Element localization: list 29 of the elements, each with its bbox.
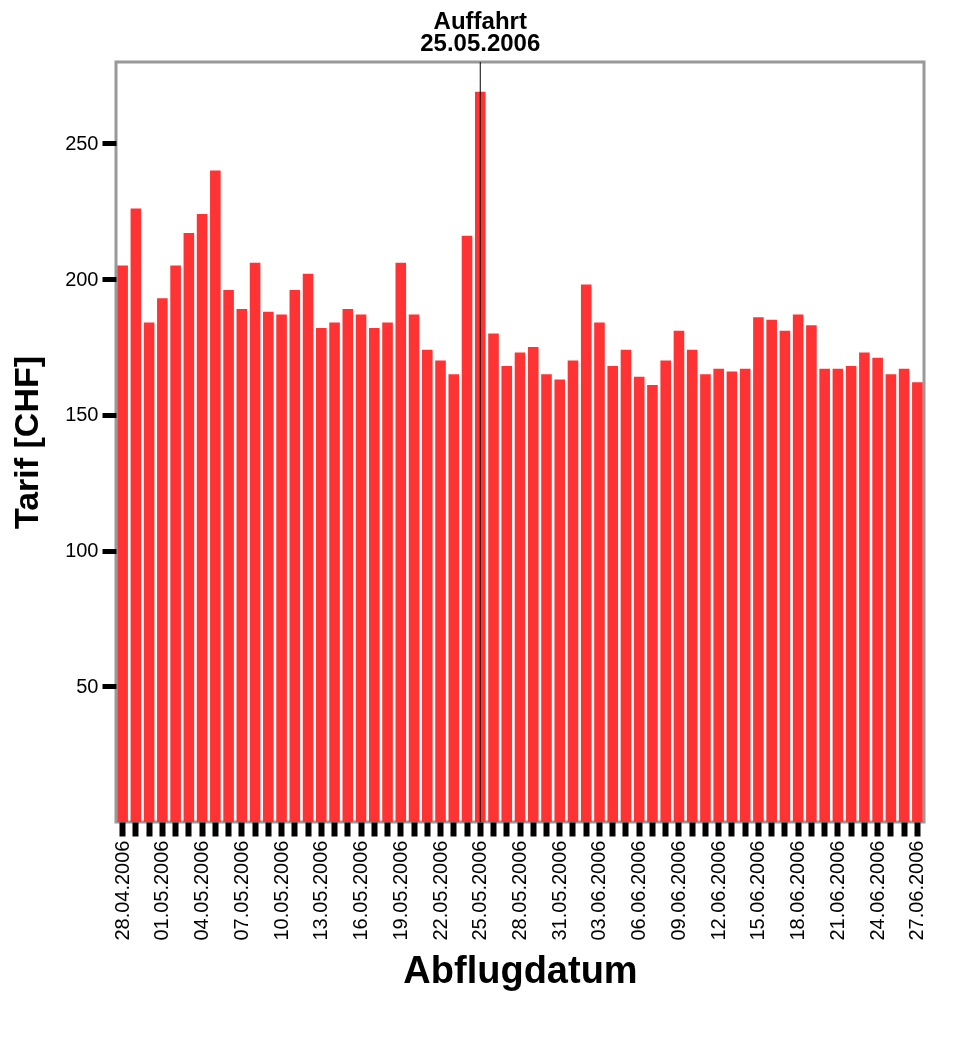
x-tick-label: 06.06.2006 <box>627 840 650 941</box>
x-tick-label: 07.05.2006 <box>229 840 252 941</box>
x-tick-label: 18.06.2006 <box>786 840 809 941</box>
y-tick-label: 150 <box>65 403 99 426</box>
x-tick-label: 19.05.2006 <box>388 840 411 941</box>
x-tick-label: 13.05.2006 <box>309 840 332 941</box>
x-tick-label: 22.05.2006 <box>428 840 451 941</box>
y-tick-label: 200 <box>65 267 99 290</box>
ref-line-label: Auffahrt 25.05.2006 <box>420 7 541 56</box>
x-axis-title: Abflugdatum <box>403 948 638 991</box>
x-tick-label: 16.05.2006 <box>349 840 372 941</box>
x-tick-label: 04.05.2006 <box>190 840 213 941</box>
x-tick-label: 27.06.2006 <box>905 840 928 941</box>
y-tick-label: 250 <box>65 131 99 154</box>
x-tick-label: 31.05.2006 <box>547 840 570 941</box>
x-tick-label: 15.06.2006 <box>746 840 769 941</box>
y-tick-label: 50 <box>76 674 99 697</box>
x-tick-label: 24.06.2006 <box>865 840 888 941</box>
x-tick-label: 03.06.2006 <box>587 840 610 941</box>
x-tick-label: 09.06.2006 <box>666 840 689 941</box>
x-tick-label: 25.05.2006 <box>468 840 491 941</box>
y-axis-title: Tarif [CHF] <box>7 355 46 530</box>
x-tick-label: 28.04.2006 <box>110 840 133 941</box>
x-tick-label: 01.05.2006 <box>150 840 173 941</box>
x-tick-label: 21.06.2006 <box>825 840 848 941</box>
x-tick-label: 28.05.2006 <box>508 840 530 941</box>
x-tick-label: 10.05.2006 <box>269 840 292 941</box>
y-tick-label: 100 <box>65 539 99 562</box>
x-tick-label: 12.06.2006 <box>706 840 729 941</box>
